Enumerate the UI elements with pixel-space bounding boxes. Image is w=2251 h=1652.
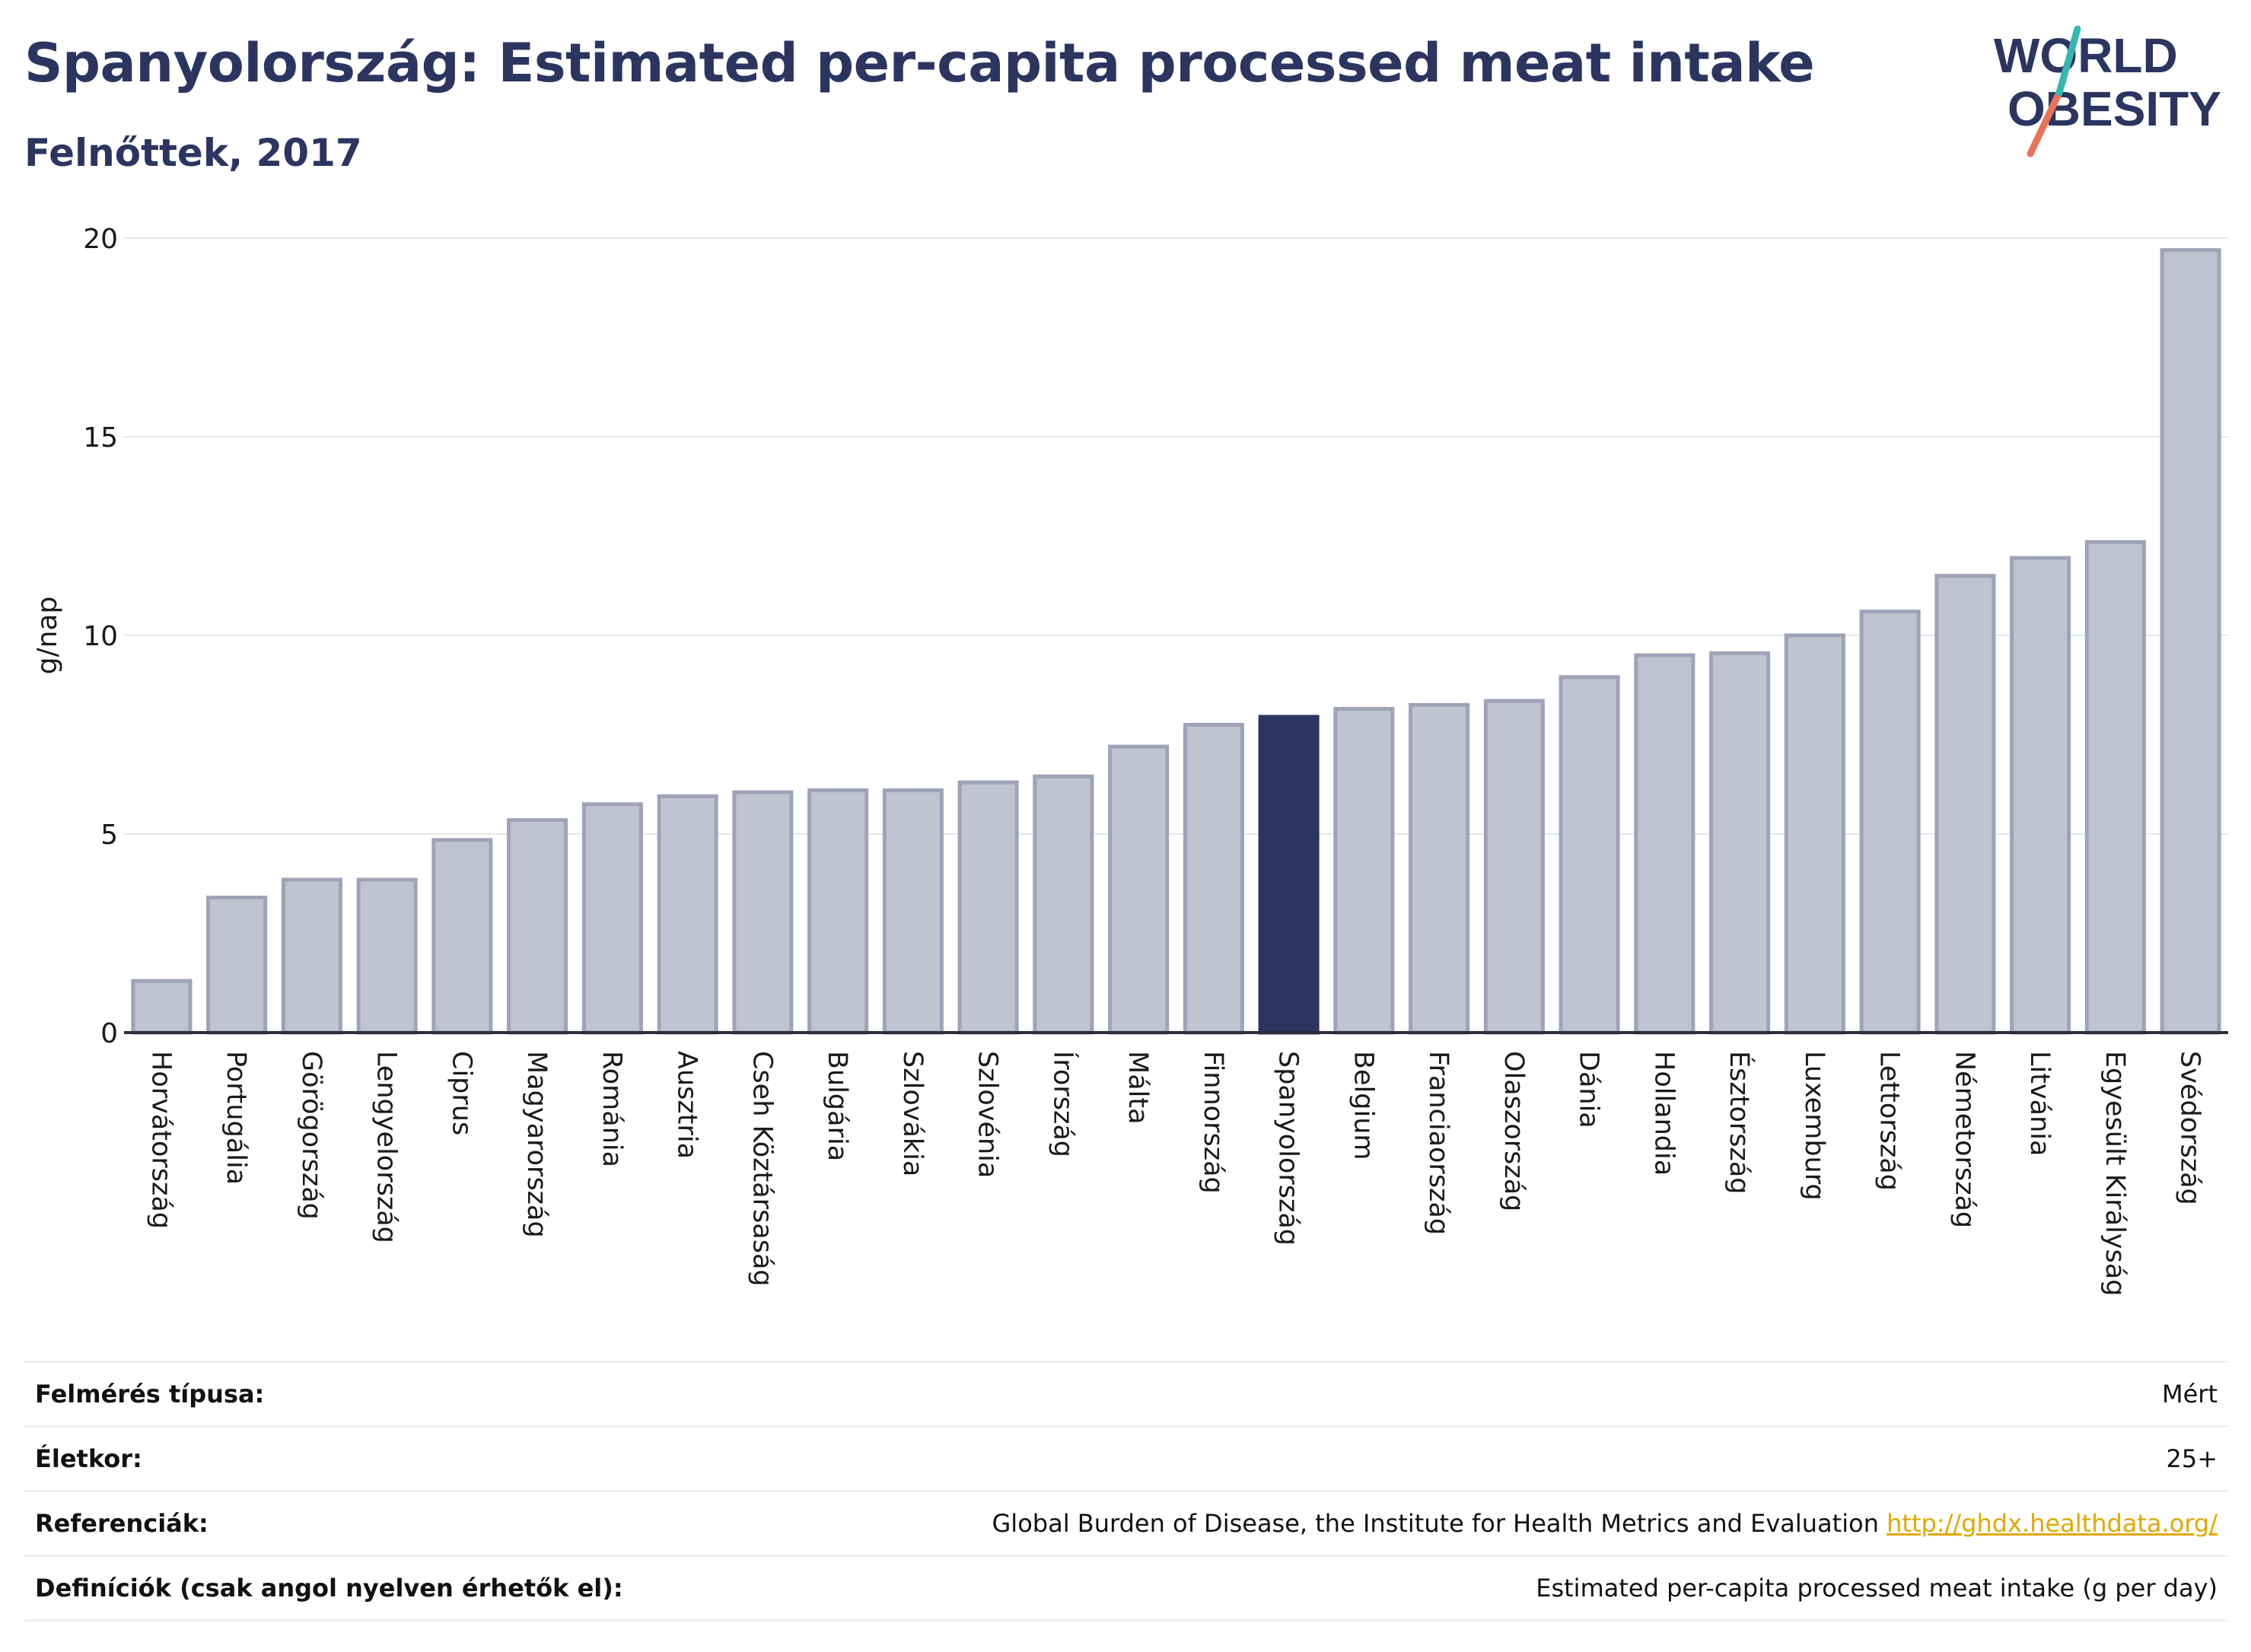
y-tick-label: 10 [83, 621, 118, 652]
info-label: Referenciák: [24, 1490, 748, 1557]
x-tick-label: Horvátország [145, 1051, 176, 1229]
svg-text:WORLD: WORLD [1994, 28, 2178, 83]
bar [1033, 774, 1094, 1035]
info-label: Felmérés típusa: [24, 1361, 748, 1428]
x-tick-label: Luxemburg [1799, 1051, 1829, 1201]
info-label: Életkor: [24, 1425, 748, 1492]
world-obesity-logo: WORLD OBESITY [1994, 25, 2221, 158]
bar [882, 788, 944, 1035]
x-tick-label: Hollandia [1648, 1051, 1679, 1176]
info-value: Global Burden of Disease, the Institute … [747, 1490, 2228, 1557]
info-value: Mért [747, 1361, 2228, 1428]
x-tick-label: Románia [597, 1051, 627, 1167]
info-row-definitions: Definíciók (csak angol nyelven érhetők e… [24, 1555, 2228, 1622]
bar [1709, 651, 1771, 1035]
bar [131, 979, 193, 1035]
info-row-references: Referenciák: Global Burden of Disease, t… [24, 1490, 2228, 1557]
x-tick-label: Szlovákia [897, 1051, 928, 1176]
x-tick-label: Málta [1122, 1051, 1153, 1125]
page-subtitle: Felnőttek, 2017 [24, 131, 362, 175]
x-tick-label: Lengyelország [371, 1051, 402, 1243]
bar [732, 790, 794, 1035]
bar [1784, 633, 1845, 1035]
x-tick-label: Németország [1949, 1051, 1979, 1228]
x-tick-label: Cseh Köztársaság [747, 1051, 777, 1287]
bar [1634, 653, 1695, 1035]
x-tick-label: Spanyolország [1273, 1051, 1304, 1246]
x-tick-label: Litvánia [2024, 1051, 2055, 1156]
bar [1934, 574, 1996, 1035]
x-tick-label: Portugália [221, 1051, 251, 1185]
bar [206, 896, 268, 1035]
bar [957, 780, 1019, 1035]
x-tick-label: Szlovénia [973, 1051, 1003, 1178]
page-title: Spanyolország: Estimated per-capita proc… [24, 32, 1815, 94]
x-tick-label: Észtország [1724, 1051, 1756, 1195]
x-tick-label: Magyarország [521, 1051, 552, 1238]
bar [507, 818, 568, 1035]
bar [2160, 248, 2221, 1035]
info-row-survey-type: Felmérés típusa: Mért [24, 1361, 2228, 1428]
x-tick-label: Lettország [1874, 1051, 1905, 1191]
x-tick-label: Ausztria [672, 1051, 702, 1159]
x-tick-label: Svédország [2175, 1051, 2205, 1205]
info-label: Definíciók (csak angol nyelven érhetők e… [24, 1555, 748, 1622]
x-tick-label: Írország [1047, 1051, 1079, 1157]
info-value: 25+ [747, 1425, 2228, 1492]
x-tick-label: Egyesült Királyság [2100, 1051, 2130, 1296]
y-tick-label: 20 [83, 224, 118, 255]
bar [1183, 722, 1244, 1035]
bar [356, 877, 418, 1035]
x-tick-label: Franciaország [1423, 1051, 1453, 1235]
bar [1108, 744, 1170, 1035]
reference-link[interactable]: http://ghdx.healthdata.org/ [1886, 1509, 2218, 1538]
bar [431, 838, 493, 1035]
x-tick-label: Dánia [1574, 1051, 1604, 1128]
bar [581, 802, 643, 1035]
x-tick-label: Ciprus [446, 1051, 476, 1135]
reference-text: Global Burden of Disease, the Institute … [992, 1509, 1879, 1538]
bar [1559, 675, 1620, 1035]
bars [131, 248, 2221, 1035]
y-axis-label: g/nap [32, 597, 63, 675]
x-tick-label: Olaszország [1498, 1051, 1529, 1211]
tick-labels: 0 5 10 15 20 g/nap Horvátország Portugália Görög… [32, 224, 2205, 1296]
bar [1333, 707, 1395, 1035]
bar-highlight [1258, 715, 1320, 1035]
y-tick-label: 5 [100, 820, 118, 851]
bar-chart: 0 5 10 15 20 g/nap Horvátország Portugália Görög… [32, 224, 2228, 1296]
x-tick-label: Görögország [296, 1051, 326, 1220]
x-tick-label: Belgium [1348, 1051, 1378, 1160]
bar [1409, 702, 1470, 1035]
x-tick-label: Finnország [1198, 1051, 1228, 1194]
x-tick-label: Bulgária [822, 1051, 852, 1161]
y-tick-label: 15 [83, 422, 118, 454]
bar [1483, 699, 1545, 1035]
info-value: Estimated per-capita processed meat inta… [747, 1555, 2228, 1622]
bar [281, 877, 342, 1035]
bar [807, 788, 869, 1035]
info-row-age: Életkor: 25+ [24, 1425, 2228, 1492]
y-tick-label: 0 [100, 1018, 118, 1049]
bar [657, 794, 718, 1035]
bar [2010, 555, 2071, 1035]
info-table: Felmérés típusa: Mért Életkor: 25+ Refer… [24, 1361, 2228, 1622]
bar [2084, 540, 2146, 1035]
bar [1859, 610, 1921, 1035]
